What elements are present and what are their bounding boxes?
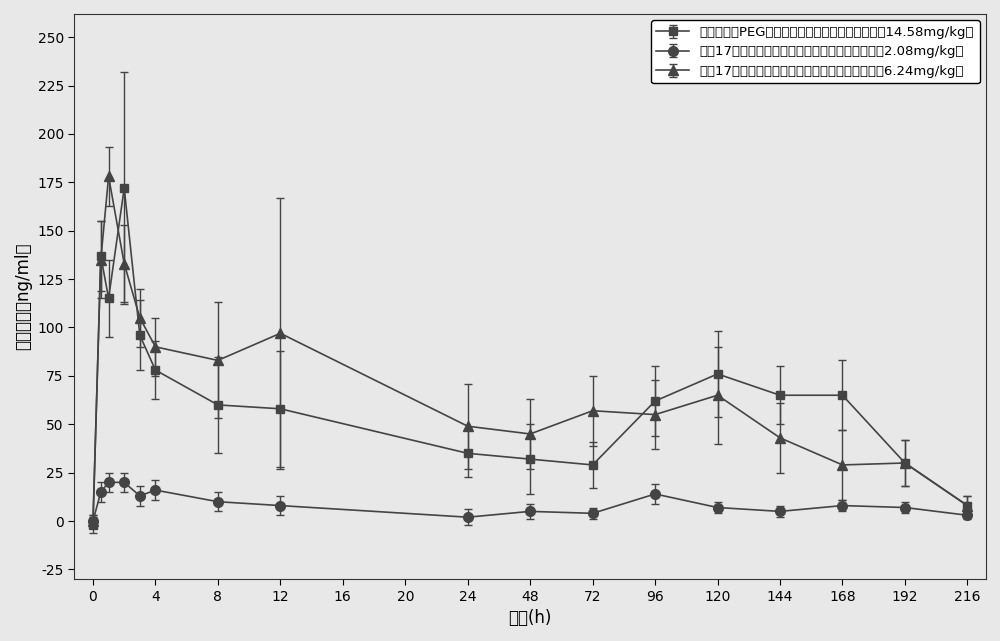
Y-axis label: 血药浓度（ng/ml）: 血药浓度（ng/ml） — [14, 243, 32, 350]
X-axis label: 时间(h): 时间(h) — [508, 609, 552, 627]
Legend: 肌肉注射经PEG修饰的黄体酮纳米粒药时曲线图（14.58mg/kg）, 重备17天肌肉注射市售黄体酮油溶液药时曲线图（2.08mg/kg）, 重备17天肌肉注射: 肌肉注射经PEG修饰的黄体酮纳米粒药时曲线图（14.58mg/kg）, 重备17… — [651, 21, 980, 83]
